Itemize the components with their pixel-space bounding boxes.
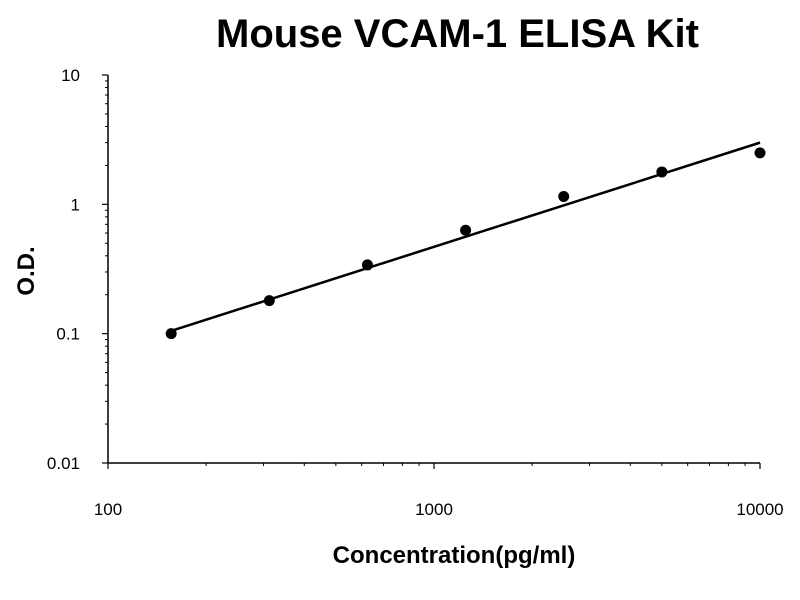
data-point (165, 328, 177, 340)
data-point (656, 166, 668, 178)
data-point (263, 295, 275, 307)
y-axis-title: O.D. (13, 246, 40, 295)
trendline (170, 141, 761, 333)
x-axis-title: Concentration(pg/ml) (333, 542, 576, 569)
x-tick-label: 1000 (415, 500, 453, 519)
y-tick-label: 1 (71, 195, 80, 214)
x-tick-label: 100 (94, 500, 122, 519)
data-point (460, 224, 472, 236)
y-tick-label: 0.1 (56, 325, 80, 344)
y-tick-label: 10 (61, 66, 80, 85)
data-point (558, 190, 570, 202)
x-tick-label: 10000 (736, 500, 783, 519)
chart-title: Mouse VCAM-1 ELISA Kit (216, 12, 699, 56)
y-tick-label: 0.01 (47, 454, 80, 473)
data-point (361, 259, 373, 271)
data-point (754, 147, 766, 159)
